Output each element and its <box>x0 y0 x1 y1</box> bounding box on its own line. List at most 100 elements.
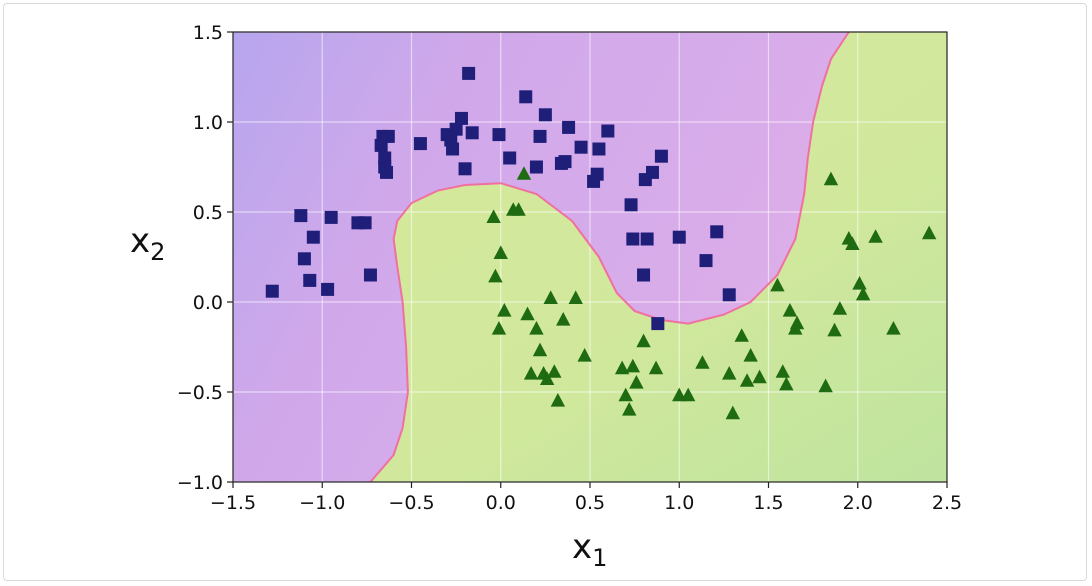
class-1-triangle-point <box>493 245 508 259</box>
class-0-square-point <box>321 282 335 296</box>
x-tick-label: 1.5 <box>753 492 783 514</box>
y-tick-label: 0.0 <box>193 292 223 314</box>
class-1-triangle-point <box>577 348 592 362</box>
class-1-triangle-point <box>497 303 512 317</box>
class-0-square-point <box>465 126 479 140</box>
class-1-triangle-point <box>775 364 790 378</box>
y-tick-label: 1.5 <box>193 22 223 44</box>
y-axis-ticks: −1.0 −0.5 0.0 0.5 1.0 1.5 <box>177 22 233 494</box>
class-0-square-point <box>624 198 638 212</box>
decision-boundary-line <box>369 32 850 482</box>
class-0-square-point <box>722 288 736 302</box>
class-1-triangle-point <box>520 306 535 321</box>
x-tick-label: 1.0 <box>664 492 694 514</box>
y-tick-label: 1.0 <box>193 112 223 134</box>
class-1-triangle-point <box>543 290 558 304</box>
class-1-triangle-point <box>539 371 555 385</box>
class-0-square-point <box>574 140 588 154</box>
class-1-triangle-point <box>550 393 566 407</box>
class-1-triangle-point <box>614 360 630 375</box>
class-0-square-point <box>558 155 572 169</box>
class-0-square-point <box>358 216 372 230</box>
class-0-square-point <box>324 210 338 224</box>
class-0-square-point <box>529 160 543 174</box>
class-0-square-point <box>297 252 311 266</box>
class-1-triangle-point <box>618 387 633 402</box>
class-1-triangle-point <box>868 229 883 243</box>
x-tick-label: 2.0 <box>843 492 873 514</box>
class-1-triangle-point <box>752 369 767 384</box>
class-0-square-point <box>592 142 606 156</box>
class-0-square-point <box>294 209 308 223</box>
data-markers <box>265 66 937 420</box>
class-0-square-point <box>503 151 517 165</box>
class-1-triangle-point <box>823 171 839 186</box>
class-1-triangle-point <box>648 360 664 375</box>
class-1-triangle-point <box>845 236 860 250</box>
class-1-triangle-point <box>523 366 539 380</box>
class-0-square-point <box>381 129 395 143</box>
class-0-square-point <box>654 149 668 163</box>
class-1-triangle-point <box>556 312 571 326</box>
class-1-triangle-point <box>827 322 842 337</box>
class-1-triangle-point <box>680 387 696 402</box>
class-1-triangle-point <box>486 209 501 223</box>
class-1-triangle-point <box>629 375 644 389</box>
class-0-square-point <box>380 165 394 179</box>
class-1-triangle-point <box>734 328 749 342</box>
class-0-square-point <box>458 162 472 176</box>
class-1-triangle-point <box>852 276 867 290</box>
class-0-square-point <box>449 122 463 136</box>
class-1-triangle-point <box>622 402 637 416</box>
class-1-triangle-point <box>886 321 901 335</box>
class-1-triangle-point <box>568 290 583 304</box>
class-1-triangle-point <box>770 277 785 292</box>
class-0-square-point <box>519 90 533 104</box>
class-1-triangle-point <box>547 364 562 378</box>
class-1-triangle-point <box>532 342 548 357</box>
x-tick-label: 0.5 <box>575 492 605 514</box>
class-0-square-point <box>462 66 476 80</box>
x-tick-label: −1.5 <box>210 492 256 514</box>
figure-frame <box>3 3 1087 581</box>
y-tick-label: 0.5 <box>193 202 223 224</box>
class-0-square-point <box>533 129 547 143</box>
class-0-square-point <box>363 268 377 282</box>
class-1-triangle-point <box>743 348 758 362</box>
class-1-triangle-point <box>636 333 651 348</box>
class-0-square-point <box>265 284 279 298</box>
class-1-triangle-point <box>789 315 805 330</box>
class-0-square-point <box>413 137 427 151</box>
class-0-square-point <box>645 165 659 179</box>
x-axis-ticks: −1.5 −1.0 −0.5 0.0 0.5 1.0 1.5 2.0 2.5 <box>210 482 962 514</box>
class-0-square-point <box>306 230 320 244</box>
class-1-triangle-point <box>832 301 848 315</box>
class-0-square-point <box>590 167 604 181</box>
class-1-triangle-point <box>529 321 544 335</box>
x-axis-label: x1 <box>572 527 607 572</box>
class-1-triangle-point <box>511 202 526 216</box>
class-0-square-point <box>454 111 468 125</box>
class-1-triangle-point <box>725 405 740 420</box>
class-0-square-point <box>562 120 576 134</box>
class-0-square-point <box>538 108 552 122</box>
class-0-square-point <box>640 232 654 246</box>
class-1-triangle-point <box>695 355 710 369</box>
class-1-triangle-point <box>855 286 871 301</box>
x-tick-label: 2.5 <box>932 492 962 514</box>
class-1-triangle-point <box>625 358 641 373</box>
class-0-square-point <box>601 124 615 138</box>
x-tick-label: 0.0 <box>486 492 516 514</box>
class-1-triangle-point <box>921 225 937 240</box>
y-axis-label: x2 <box>130 221 165 266</box>
class-0-square-point <box>303 273 317 287</box>
class-1-triangle-point <box>779 376 794 391</box>
class-1-triangle-point <box>516 166 532 180</box>
y-tick-label: −1.0 <box>177 472 223 494</box>
class-1-triangle-point <box>818 378 833 393</box>
class-0-square-point <box>492 128 506 142</box>
class-0-square-point <box>672 230 686 244</box>
class-0-square-point <box>637 268 651 282</box>
class-0-square-point <box>626 232 640 246</box>
